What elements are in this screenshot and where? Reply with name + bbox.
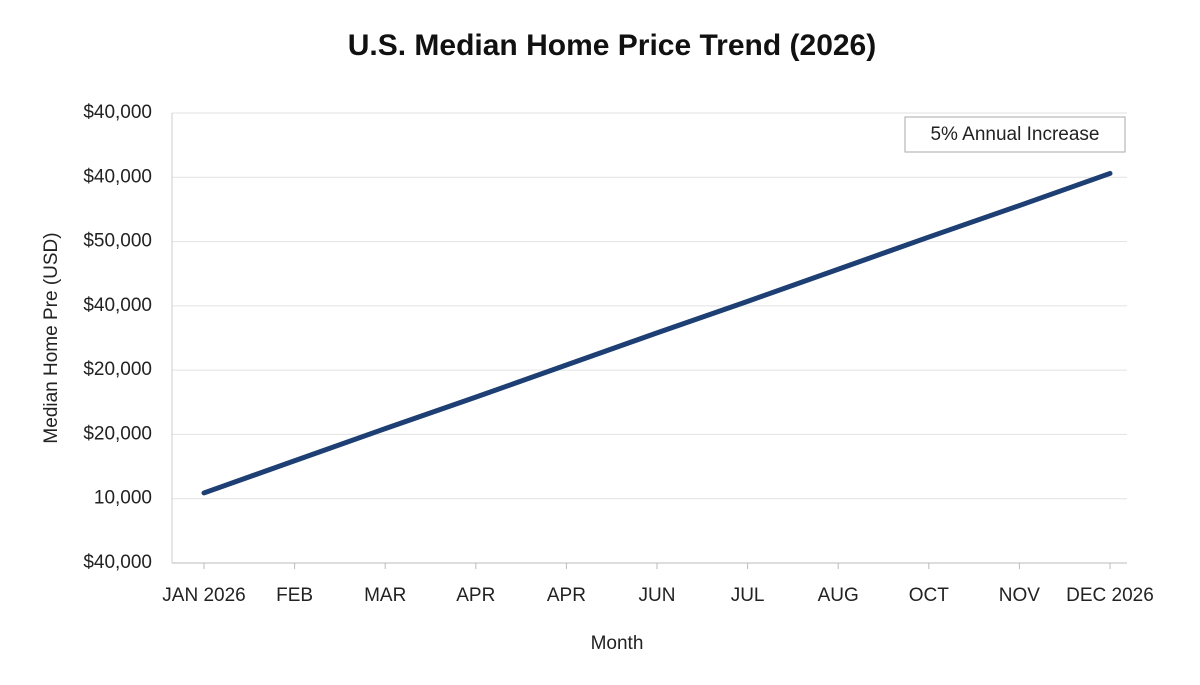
y-tick-label: $50,000 (83, 231, 152, 252)
x-tick-label: JUL (731, 585, 765, 606)
x-axis-label: Month (591, 633, 644, 654)
annotation-box (904, 116, 1126, 153)
x-tick-label: APR (456, 585, 495, 606)
x-tick-label: DEC 2026 (1066, 585, 1154, 606)
x-tick-label: OCT (909, 585, 950, 606)
y-tick-label: $20,000 (83, 359, 152, 380)
annotation: 5% Annual Increase (930, 124, 1099, 145)
x-tick-label: MAR (364, 585, 406, 606)
x-tick-label: APR (547, 585, 586, 606)
x-tick-label: JUN (639, 585, 676, 606)
x-tick-label: JAN 2026 (162, 585, 245, 606)
line (201, 170, 1113, 496)
y-tick-label: 10,000 (94, 488, 152, 509)
y-tick-label: $40,000 (83, 552, 152, 573)
y-tick-label: $20,000 (83, 423, 152, 444)
y-axis-label: Median Home Pre (USD) (41, 232, 62, 443)
y-tick-label: $40,000 (83, 166, 152, 187)
x-tick-label: FEB (276, 585, 313, 606)
x-tick-label: NOV (999, 585, 1041, 606)
y-tick-label: $40,000 (83, 102, 152, 123)
x-tick-label: AUG (818, 585, 859, 606)
chart-title: U.S. Median Home Price Trend (2026) (348, 29, 877, 62)
y-tick-label: $40,000 (83, 295, 152, 316)
